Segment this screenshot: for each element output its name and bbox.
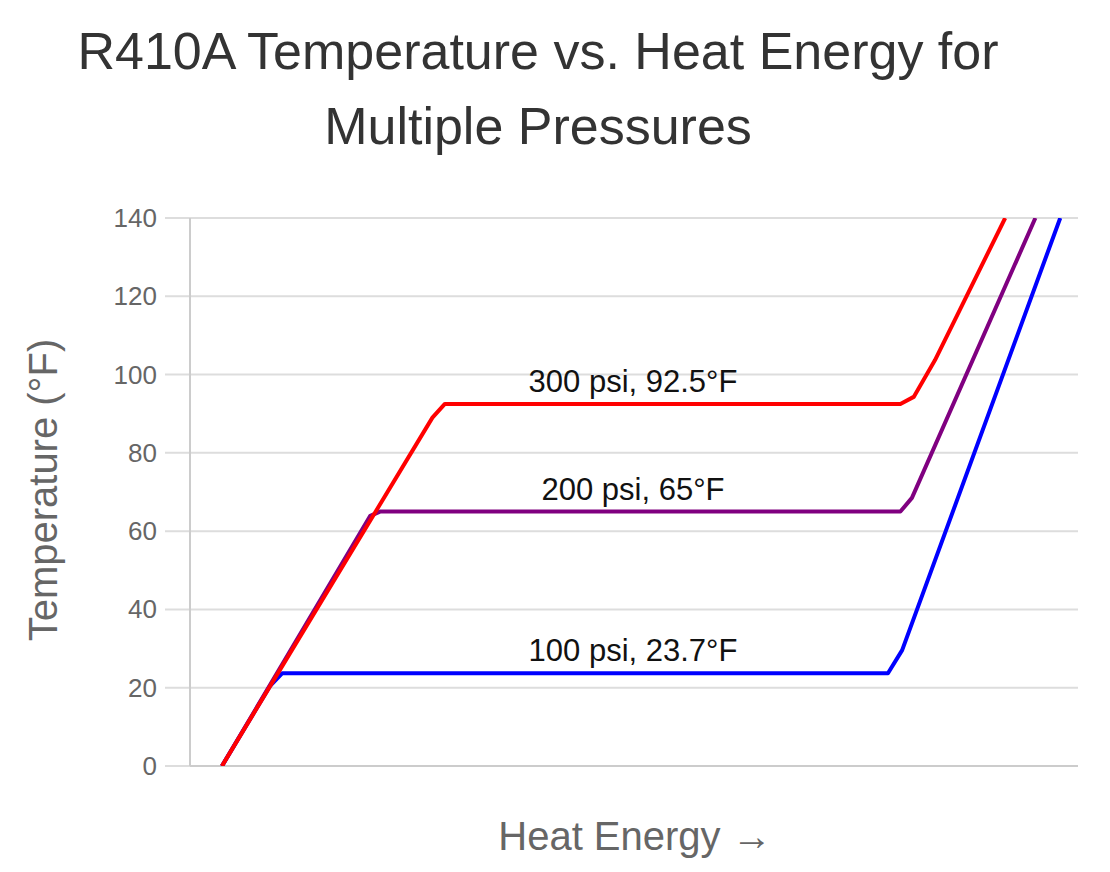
y-axis-line — [189, 218, 191, 766]
grid-line — [165, 217, 1078, 219]
y-tick-label: 0 — [143, 751, 157, 781]
y-tick-label: 40 — [128, 594, 157, 624]
series-label: 200 psi, 65°F — [541, 472, 724, 507]
grid-line — [165, 765, 1078, 767]
plot-area — [222, 218, 1060, 766]
y-tick-label: 120 — [114, 281, 157, 311]
y-tick-label: 60 — [128, 516, 157, 546]
series-line — [222, 218, 1060, 766]
x-axis-label: Heat Energy → — [498, 814, 771, 858]
chart-title: R410A Temperature vs. Heat Energy for Mu… — [38, 14, 1038, 164]
series-line — [222, 218, 1035, 766]
x-axis-line — [190, 765, 1078, 767]
y-axis-label: Temperature (°F) — [21, 339, 65, 642]
series-line — [222, 218, 1005, 766]
y-tick-label: 100 — [114, 360, 157, 390]
series-label: 300 psi, 92.5°F — [529, 364, 738, 399]
grid-line — [165, 295, 1078, 297]
y-tick-label: 140 — [114, 203, 157, 233]
grid-line — [165, 687, 1078, 689]
y-tick-label: 80 — [128, 438, 157, 468]
chart-canvas: 0 20 40 60 80 100 120 140 100 psi, 23.7°F 200 psi… — [0, 0, 1110, 872]
grid-line — [165, 608, 1078, 610]
grid-line — [165, 530, 1078, 532]
series-label: 100 psi, 23.7°F — [529, 633, 738, 668]
y-tick-label: 20 — [128, 673, 157, 703]
grid-line — [165, 452, 1078, 454]
